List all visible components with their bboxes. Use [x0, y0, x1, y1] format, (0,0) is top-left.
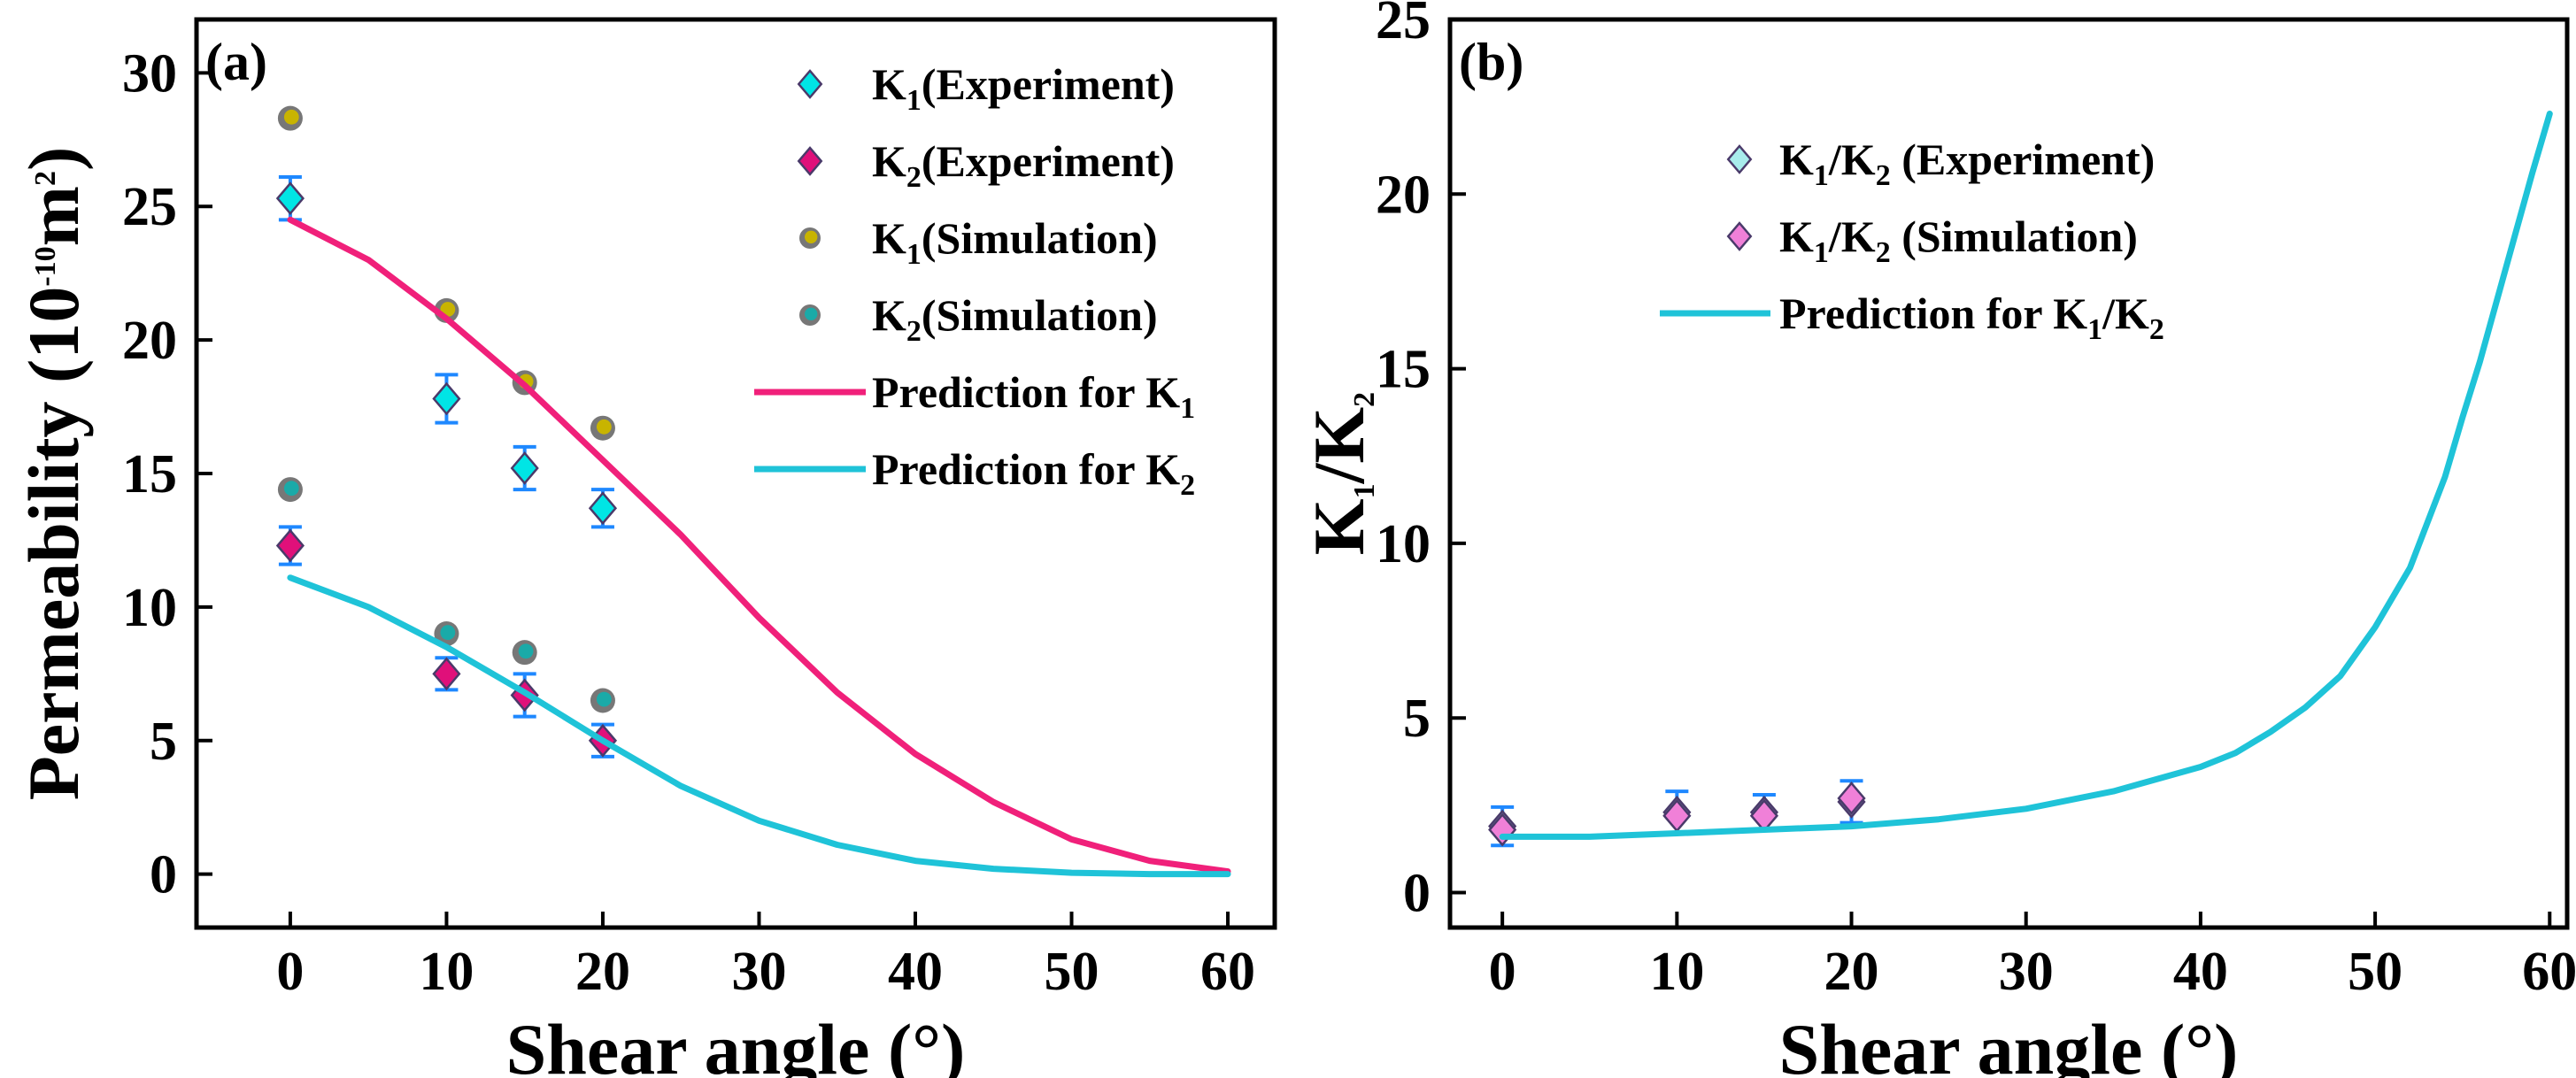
- a-x-tick-label: 0: [276, 942, 304, 1002]
- a-legend-swatch: [799, 227, 821, 249]
- a-legend-label: K1(Simulation): [872, 213, 1158, 271]
- b-series-1-point: [1662, 798, 1692, 833]
- b-legend-swatch: [1726, 221, 1753, 251]
- a-series-3-point: [434, 621, 459, 647]
- a-series-1-point: [275, 528, 305, 563]
- b-panel-label: (b): [1459, 33, 1523, 91]
- a-series-2-point: [590, 415, 615, 441]
- a-x-tick-label: 60: [1200, 942, 1255, 1002]
- b-x-tick-label: 20: [1824, 942, 1879, 1002]
- a-x-tick-label: 30: [731, 942, 786, 1002]
- a-legend-label: Prediction for K1: [872, 367, 1195, 425]
- a-legend: K1(Experiment) K2(Experiment) K1(Simulatio…: [754, 59, 1195, 502]
- a-legend-swatch: [797, 146, 823, 176]
- a-series-4-line: [287, 216, 1231, 875]
- a-x-tick-label: 50: [1045, 942, 1099, 1002]
- a-y-axis-title: Permeability (10-10m2): [13, 147, 94, 801]
- b-y-tick-label: 15: [1376, 340, 1431, 400]
- b-x-tick-label: 50: [2348, 942, 2402, 1002]
- a-x-axis-title: Shear angle (°): [506, 1009, 966, 1078]
- panel-b-ratio-chart: 0 10 20 30 40 50 60 0 5 10 15 20 25 Shear angle (°) K1…: [1299, 0, 2576, 1078]
- a-legend-label: K1(Experiment): [872, 59, 1175, 117]
- a-series-1-point: [432, 657, 461, 691]
- a-y-tick-label: 30: [122, 43, 177, 104]
- b-y-tick-label: 25: [1376, 0, 1431, 50]
- b-y-axis-title: K1/K2: [1299, 392, 1381, 555]
- a-legend-label: Prediction for K2: [872, 444, 1195, 502]
- b-series-2-line: [1499, 111, 2553, 840]
- a-series-3-point: [512, 640, 537, 666]
- a-panel-label: (a): [205, 33, 267, 91]
- a-legend-label: K2(Experiment): [872, 136, 1175, 194]
- b-x-tick-label: 30: [1999, 942, 2054, 1002]
- b-legend: K1/K2 (Experiment) K1/K2 (Simulation) Pred…: [1660, 135, 2164, 346]
- a-y-tick-label: 20: [122, 311, 177, 371]
- b-x-tick-label: 40: [2173, 942, 2228, 1002]
- a-series-3-point: [277, 477, 303, 503]
- a-x-tick-label: 20: [575, 942, 630, 1002]
- a-series-5-line: [287, 574, 1231, 878]
- b-plot-frame: [1447, 17, 2570, 930]
- a-legend-swatch: [799, 304, 821, 326]
- a-x-tick-label: 10: [419, 942, 474, 1002]
- a-y-tick-label: 10: [122, 578, 177, 638]
- b-x-axis-title: Shear angle (°): [1779, 1009, 2239, 1078]
- a-series-2-point: [277, 105, 303, 131]
- a-y-tick-label: 15: [122, 444, 177, 504]
- b-y-tick-label: 20: [1376, 165, 1431, 225]
- b-series-1-point: [1837, 782, 1866, 815]
- a-series-3-point: [590, 688, 615, 713]
- b-legend-label: Prediction for K1/K2: [1779, 289, 2164, 346]
- b-legend-swatch: [1726, 144, 1753, 174]
- a-legend-swatch: [797, 69, 823, 99]
- b-series-1-point: [1488, 812, 1517, 847]
- b-legend-label: K1/K2 (Experiment): [1779, 135, 2155, 192]
- a-series-0-point: [588, 491, 618, 526]
- b-x-tick-label: 0: [1489, 942, 1516, 1002]
- b-y-tick-label: 0: [1403, 864, 1431, 924]
- a-series-0-point: [432, 381, 461, 416]
- b-y-tick-label: 10: [1376, 514, 1431, 574]
- a-y-tick-label: 25: [122, 177, 177, 237]
- a-series-0-point: [275, 181, 305, 216]
- b-y-tick-label: 5: [1403, 689, 1431, 749]
- b-x-tick-label: 10: [1649, 942, 1704, 1002]
- a-y-tick-label: 0: [150, 845, 177, 905]
- a-legend-label: K2(Simulation): [872, 290, 1158, 348]
- a-x-tick-label: 40: [888, 942, 943, 1002]
- a-y-tick-label: 5: [150, 712, 177, 772]
- a-series-0-point: [510, 451, 539, 485]
- panel-a-permeability-chart: 0 10 20 30 40 50 60 0 5 10 15 20 25 30 Shear angle (°)…: [13, 17, 1277, 1078]
- b-x-tick-label: 60: [2522, 942, 2576, 1002]
- b-legend-label: K1/K2 (Simulation): [1779, 212, 2138, 269]
